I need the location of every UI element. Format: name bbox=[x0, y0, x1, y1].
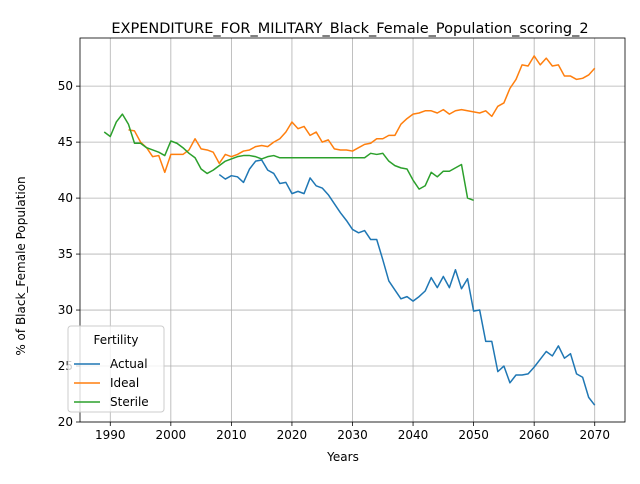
y-tick-label: 20 bbox=[58, 415, 73, 429]
series-line-ideal bbox=[128, 55, 596, 174]
y-tick-label: 45 bbox=[58, 135, 73, 149]
x-tick-label: 2070 bbox=[579, 428, 610, 442]
x-tick-label: 2010 bbox=[216, 428, 247, 442]
x-tick-label: 2030 bbox=[337, 428, 368, 442]
x-tick-label: 2060 bbox=[519, 428, 550, 442]
series-line-sterile bbox=[103, 113, 474, 202]
y-tick-label: 35 bbox=[58, 247, 73, 261]
x-tick-label: 2050 bbox=[458, 428, 489, 442]
y-tick-label: 40 bbox=[58, 191, 73, 205]
legend: Fertility Actual Ideal Sterile bbox=[67, 325, 165, 413]
x-tick-label: 1990 bbox=[95, 428, 126, 442]
y-axis-label: % of Black_Female Population bbox=[14, 176, 28, 355]
series-layer bbox=[103, 55, 596, 406]
x-tick-label: 2040 bbox=[398, 428, 429, 442]
x-tick-label: 2020 bbox=[277, 428, 308, 442]
x-axis-label: Years bbox=[326, 450, 359, 464]
legend-frame bbox=[67, 325, 165, 413]
legend-items: Actual Ideal Sterile bbox=[74, 357, 149, 409]
x-tick-label: 2000 bbox=[156, 428, 187, 442]
legend-label-ideal: Ideal bbox=[110, 376, 139, 390]
legend-label-sterile: Sterile bbox=[110, 395, 149, 409]
legend-label-actual: Actual bbox=[110, 357, 148, 371]
y-tick-label: 50 bbox=[58, 79, 73, 93]
series-line-actual bbox=[218, 159, 596, 406]
legend-title: Fertility bbox=[93, 333, 138, 347]
chart-title: EXPENDITURE_FOR_MILITARY_Black_Female_Po… bbox=[111, 21, 588, 37]
y-tick-label: 30 bbox=[58, 303, 73, 317]
